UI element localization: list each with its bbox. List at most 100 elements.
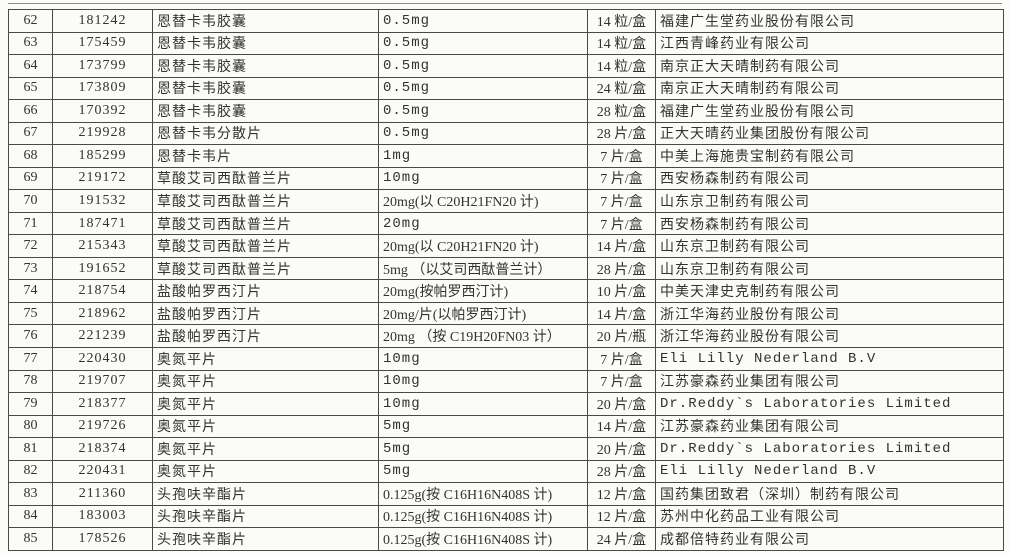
- cell-row-number: 75: [8, 301, 53, 326]
- cell-package: 24 粒/盒: [587, 76, 656, 101]
- cell-specification: 0.125g(按 C16H16N408S 计): [378, 527, 588, 551]
- cell-approval-number: 191652: [52, 256, 153, 281]
- cell-drug-name: 头孢呋辛酯片: [152, 527, 379, 551]
- cell-row-number: 81: [8, 437, 53, 461]
- cell-manufacturer: 西安杨森制药有限公司: [655, 166, 1004, 191]
- cell-specification: 5mg: [378, 437, 588, 461]
- cell-approval-number: 181242: [52, 9, 153, 33]
- cell-manufacturer: 正大天晴药业集团股份有限公司: [655, 121, 1004, 146]
- table-row: 75 218962 盐酸帕罗西汀片 20mg/片(以帕罗西汀计) 14 片/盒 …: [8, 301, 1004, 326]
- cell-manufacturer: 江苏豪森药业集团有限公司: [655, 369, 1004, 394]
- cell-approval-number: 218962: [52, 301, 153, 326]
- table-row: 79 218377 奥氮平片 10mg 20 片/盒 Dr.Reddy`s La…: [8, 392, 1004, 416]
- cell-row-number: 66: [8, 99, 53, 123]
- cell-row-number: 68: [8, 144, 53, 168]
- cell-manufacturer: 西安杨森制药有限公司: [655, 211, 1004, 236]
- table-row: 69 219172 草酸艾司西酞普兰片 10mg 7 片/盒 西安杨森制药有限公…: [8, 166, 1004, 191]
- cell-manufacturer: Dr.Reddy`s Laboratories Limited: [655, 392, 1004, 416]
- cell-row-number: 62: [8, 9, 53, 33]
- cell-drug-name: 草酸艾司西酞普兰片: [152, 256, 379, 281]
- table-row: 65 173809 恩替卡韦胶囊 0.5mg 24 粒/盒 南京正大天晴制药有限…: [8, 76, 1004, 101]
- cell-manufacturer: 福建广生堂药业股份有限公司: [655, 99, 1004, 123]
- cell-package: 7 片/盒: [587, 166, 656, 191]
- cell-package: 14 粒/盒: [587, 9, 656, 33]
- cell-row-number: 69: [8, 166, 53, 191]
- table-row: 82 220431 奥氮平片 5mg 28 片/盒 Eli Lilly Nede…: [8, 459, 1004, 484]
- table-row: 66 170392 恩替卡韦胶囊 0.5mg 28 粒/盒 福建广生堂药业股份有…: [8, 99, 1004, 123]
- drug-table-body: 62 181242 恩替卡韦胶囊 0.5mg 14 粒/盒 福建广生堂药业股份有…: [8, 9, 1004, 551]
- cell-manufacturer: 浙江华海药业股份有限公司: [655, 301, 1004, 326]
- cell-drug-name: 奥氮平片: [152, 369, 379, 394]
- cell-specification: 0.5mg: [378, 99, 588, 123]
- cell-manufacturer: 山东京卫制药有限公司: [655, 234, 1004, 258]
- cell-manufacturer: 国药集团致君（深圳）制药有限公司: [655, 482, 1004, 506]
- cell-drug-name: 草酸艾司西酞普兰片: [152, 166, 379, 191]
- cell-approval-number: 170392: [52, 99, 153, 123]
- cell-manufacturer: Dr.Reddy`s Laboratories Limited: [655, 437, 1004, 461]
- cell-manufacturer: 山东京卫制药有限公司: [655, 256, 1004, 281]
- cell-package: 10 片/盒: [587, 279, 656, 303]
- cell-specification: 5mg: [378, 459, 588, 484]
- drug-list-table: 62 181242 恩替卡韦胶囊 0.5mg 14 粒/盒 福建广生堂药业股份有…: [8, 9, 1004, 551]
- cell-specification: 0.125g(按 C16H16N408S 计): [378, 504, 588, 529]
- cell-drug-name: 恩替卡韦胶囊: [152, 54, 379, 78]
- table-row: 78 219707 奥氮平片 10mg 7 片/盒 江苏豪森药业集团有限公司: [8, 369, 1004, 394]
- cell-package: 20 片/瓶: [587, 324, 656, 348]
- cell-drug-name: 奥氮平片: [152, 346, 379, 371]
- cell-row-number: 85: [8, 527, 53, 551]
- cell-package: 28 片/盒: [587, 121, 656, 146]
- cell-package: 14 片/盒: [587, 414, 656, 439]
- cell-manufacturer: Eli Lilly Nederland B.V: [655, 346, 1004, 371]
- cell-package: 24 片/盒: [587, 527, 656, 551]
- cell-approval-number: 173799: [52, 54, 153, 78]
- cell-drug-name: 奥氮平片: [152, 392, 379, 416]
- cell-manufacturer: 福建广生堂药业股份有限公司: [655, 9, 1004, 33]
- cell-row-number: 71: [8, 211, 53, 236]
- cell-drug-name: 恩替卡韦胶囊: [152, 9, 379, 33]
- cell-package: 14 片/盒: [587, 234, 656, 258]
- cell-approval-number: 220430: [52, 346, 153, 371]
- table-row: 73 191652 草酸艾司西酞普兰片 5mg （以艾司西酞普兰计） 28 片/…: [8, 256, 1004, 281]
- cell-manufacturer: 中美天津史克制药有限公司: [655, 279, 1004, 303]
- table-row: 71 187471 草酸艾司西酞普兰片 20mg 7 片/盒 西安杨森制药有限公…: [8, 211, 1004, 236]
- cell-package: 28 片/盒: [587, 459, 656, 484]
- cell-specification: 5mg: [378, 414, 588, 439]
- cell-specification: 0.5mg: [378, 121, 588, 146]
- table-row: 83 211360 头孢呋辛酯片 0.125g(按 C16H16N408S 计)…: [8, 482, 1004, 506]
- table-row: 67 219928 恩替卡韦分散片 0.5mg 28 片/盒 正大天晴药业集团股…: [8, 121, 1004, 146]
- table-row: 62 181242 恩替卡韦胶囊 0.5mg 14 粒/盒 福建广生堂药业股份有…: [8, 9, 1004, 33]
- cell-package: 14 片/盒: [587, 301, 656, 326]
- table-row: 63 175459 恩替卡韦胶囊 0.5mg 14 粒/盒 江西青峰药业有限公司: [8, 31, 1004, 56]
- cell-row-number: 74: [8, 279, 53, 303]
- cell-approval-number: 178526: [52, 527, 153, 551]
- cell-approval-number: 219707: [52, 369, 153, 394]
- cell-approval-number: 221239: [52, 324, 153, 348]
- cell-package: 20 片/盒: [587, 392, 656, 416]
- cell-manufacturer: 中美上海施贵宝制药有限公司: [655, 144, 1004, 168]
- cell-package: 28 片/盒: [587, 256, 656, 281]
- cell-approval-number: 191532: [52, 189, 153, 213]
- cell-drug-name: 奥氮平片: [152, 459, 379, 484]
- cell-specification: 20mg(以 C20H21FN20 计): [378, 234, 588, 258]
- cell-manufacturer: 苏州中化药品工业有限公司: [655, 504, 1004, 529]
- cell-drug-name: 恩替卡韦胶囊: [152, 99, 379, 123]
- cell-row-number: 79: [8, 392, 53, 416]
- cell-specification: 0.5mg: [378, 54, 588, 78]
- cell-approval-number: 218374: [52, 437, 153, 461]
- cell-drug-name: 奥氮平片: [152, 437, 379, 461]
- cell-row-number: 67: [8, 121, 53, 146]
- cell-approval-number: 215343: [52, 234, 153, 258]
- cell-drug-name: 恩替卡韦分散片: [152, 121, 379, 146]
- cell-package: 7 片/盒: [587, 346, 656, 371]
- cell-approval-number: 183003: [52, 504, 153, 529]
- cell-drug-name: 恩替卡韦胶囊: [152, 76, 379, 101]
- cell-manufacturer: 山东京卫制药有限公司: [655, 189, 1004, 213]
- cell-row-number: 70: [8, 189, 53, 213]
- cell-package: 14 粒/盒: [587, 31, 656, 56]
- cell-manufacturer: 南京正大天晴制药有限公司: [655, 76, 1004, 101]
- cell-specification: 10mg: [378, 346, 588, 371]
- table-row: 68 185299 恩替卡韦片 1mg 7 片/盒 中美上海施贵宝制药有限公司: [8, 144, 1004, 168]
- cell-specification: 20mg(按帕罗西汀计): [378, 279, 588, 303]
- cell-specification: 1mg: [378, 144, 588, 168]
- cell-drug-name: 盐酸帕罗西汀片: [152, 324, 379, 348]
